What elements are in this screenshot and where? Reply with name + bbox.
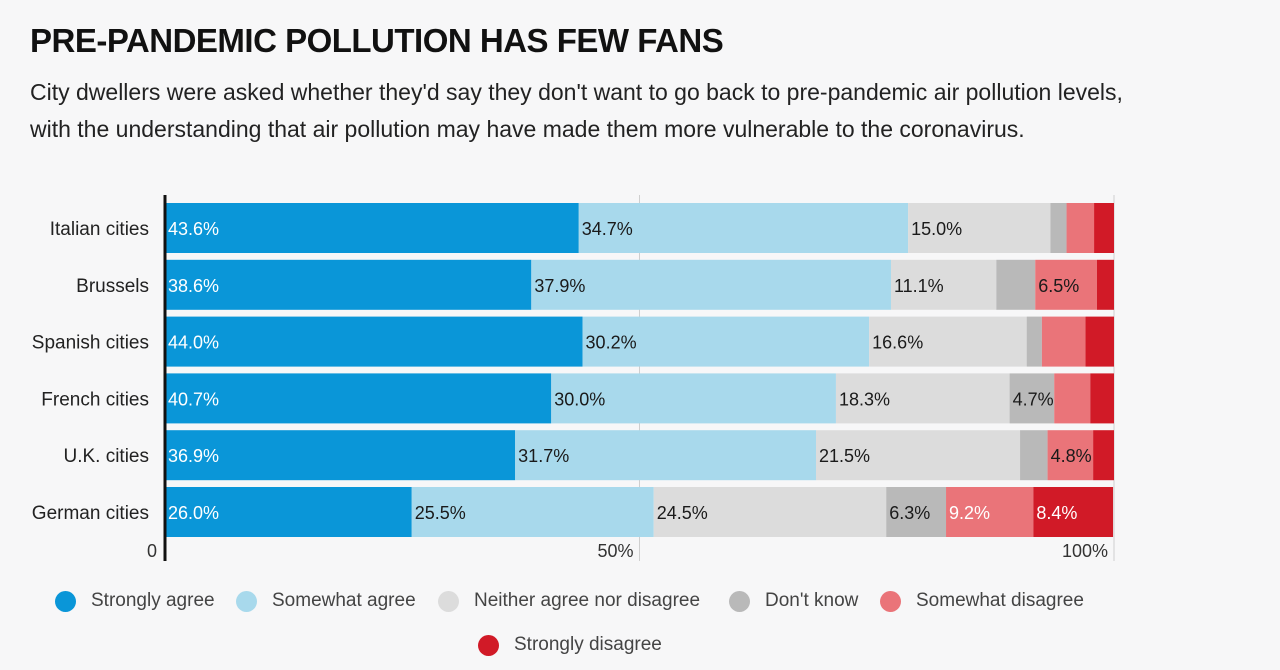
data-label: 25.5% [415, 503, 466, 523]
data-label: 26.0% [168, 503, 219, 523]
bar-segment [1094, 203, 1114, 253]
bar-segment [996, 259, 1036, 310]
data-label: 43.6% [168, 219, 219, 239]
legend-label: Strongly disagree [514, 634, 662, 655]
legend-label: Neither agree nor disagree [474, 590, 701, 611]
legend-item: Strongly disagree [478, 634, 662, 656]
data-label: 24.5% [657, 503, 708, 523]
bar-segment [1026, 316, 1042, 367]
chart-subtitle: City dwellers were asked whether they'd … [30, 79, 1123, 142]
data-label: 31.7% [518, 446, 569, 466]
bar-segment [165, 430, 516, 481]
bar-segment [1054, 373, 1091, 424]
category-label: German cities [32, 503, 149, 524]
legend-swatch [880, 590, 901, 612]
legend-swatch [236, 590, 257, 612]
bar-segment [908, 203, 1051, 253]
legend-label: Don't know [765, 590, 859, 611]
bar-segment [411, 487, 654, 537]
data-label: 18.3% [839, 389, 890, 409]
data-label: 21.5% [819, 446, 870, 466]
bar-segment [165, 259, 532, 310]
data-label: 36.9% [168, 446, 219, 466]
data-label: 4.8% [1051, 446, 1092, 466]
bar-segment [653, 487, 887, 537]
chart-title: PRE-PANDEMIC POLLUTION HAS FEW FANS [30, 22, 724, 59]
bar-segment [1093, 430, 1114, 481]
bar-segment [165, 487, 412, 537]
category-label: French cities [41, 389, 149, 410]
x-tick-label: 0 [147, 541, 157, 561]
legend-swatch [438, 590, 459, 612]
legend-swatch [55, 590, 76, 612]
legend-item: Strongly agree [55, 590, 215, 612]
data-label: 15.0% [911, 219, 962, 239]
data-label: 16.6% [872, 333, 923, 353]
data-label: 38.6% [168, 276, 219, 296]
bar-segment [1033, 487, 1114, 537]
bar-segment [515, 430, 817, 481]
bar-segment [886, 487, 947, 537]
data-label: 30.0% [554, 389, 605, 409]
legend-item: Don't know [729, 590, 858, 612]
bar-segment [1050, 203, 1067, 253]
data-label: 34.7% [582, 219, 633, 239]
data-label: 44.0% [168, 333, 219, 353]
bar-segment [835, 373, 1010, 424]
data-label: 37.9% [534, 276, 585, 296]
legend-item: Neither agree nor disagree [438, 590, 700, 612]
data-label: 6.5% [1038, 276, 1079, 296]
bar-segment [1096, 259, 1114, 310]
legend-label: Strongly agree [91, 590, 215, 611]
data-label: 30.2% [586, 333, 637, 353]
bar-segment [551, 373, 836, 424]
legend-label: Somewhat disagree [916, 590, 1084, 611]
legend-item: Somewhat agree [236, 590, 416, 612]
bar-segment [1009, 373, 1055, 424]
x-tick-label: 50% [597, 541, 633, 561]
data-label: 40.7% [168, 389, 219, 409]
bar-segment [165, 316, 583, 367]
bar-segment [890, 259, 997, 310]
stacked-bar-chart: Italian cities 43.6% 34.7% 15.0% Brussels 38.… [32, 195, 1115, 561]
category-label: Spanish cities [32, 333, 149, 354]
bar-segment [1090, 373, 1114, 424]
bar-segment [578, 203, 909, 253]
bar-segment [1047, 430, 1094, 481]
category-label: Brussels [76, 276, 149, 297]
bar-segment [1066, 203, 1095, 253]
x-tick-label: 100% [1062, 541, 1108, 561]
bar-segment [582, 316, 870, 367]
bar-segment [869, 316, 1027, 367]
bar-segment [531, 259, 891, 310]
chart-legend: Strongly agree Somewhat agree Neither agre… [0, 588, 1280, 668]
bar-segment [165, 203, 579, 253]
category-label: U.K. cities [63, 446, 149, 467]
data-label: 8.4% [1036, 503, 1077, 523]
bar-segment [946, 487, 1034, 537]
data-label: 4.7% [1013, 389, 1054, 409]
legend-swatch [478, 634, 499, 656]
legend-swatch [729, 590, 750, 612]
data-label: 6.3% [889, 503, 930, 523]
category-label: Italian cities [50, 219, 149, 240]
legend-label: Somewhat agree [272, 590, 416, 611]
data-label: 11.1% [894, 276, 944, 296]
data-label: 9.2% [949, 503, 990, 523]
bar-segment [165, 373, 552, 424]
legend-item: Somewhat disagree [880, 590, 1084, 612]
bar-segment [1035, 259, 1097, 310]
bar-segment [816, 430, 1021, 481]
bar-segment [1085, 316, 1114, 367]
bar-segment [1041, 316, 1086, 367]
bar-segment [1020, 430, 1048, 481]
